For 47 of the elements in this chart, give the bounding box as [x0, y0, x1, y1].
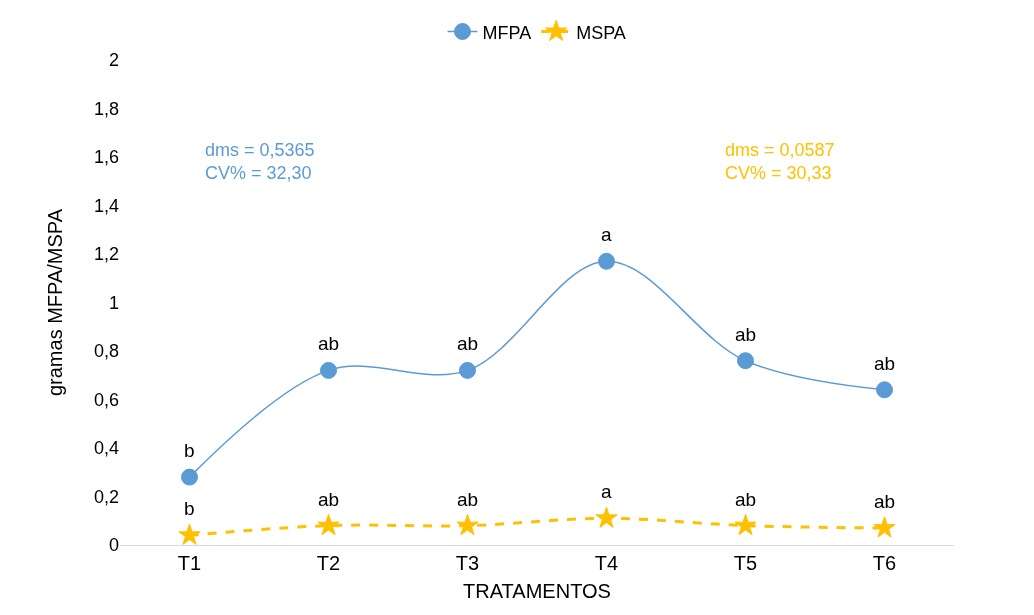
annotation: dms = 0,5365 CV% = 32,30 — [205, 140, 315, 184]
point — [181, 468, 198, 486]
annotation: ab — [457, 333, 479, 354]
annotation: b — [184, 498, 195, 519]
point — [456, 513, 479, 536]
x-tick-label: T4 — [594, 552, 619, 574]
annotation: ab — [735, 324, 757, 345]
x-tick-label: T1 — [177, 552, 202, 574]
point — [737, 352, 754, 370]
point — [734, 513, 757, 536]
annotation: a — [601, 224, 612, 245]
x-tick-label: T3 — [455, 552, 480, 574]
point — [873, 516, 896, 538]
point — [876, 381, 893, 399]
point — [320, 361, 337, 379]
annotation: ab — [457, 489, 479, 510]
y-tick-label: 2 — [108, 50, 119, 71]
y-tick-label: 0 — [108, 535, 119, 556]
annotation: ab — [318, 489, 340, 510]
point — [595, 506, 618, 528]
legend-label: MSPA — [576, 22, 626, 43]
x-tick-label: T2 — [316, 552, 341, 574]
x-axis-title: TRATAMENTOS — [463, 579, 611, 602]
y-tick-label: 1 — [108, 292, 119, 313]
y-tick-label: 0,8 — [93, 341, 119, 362]
annotation: ab — [874, 491, 896, 512]
annotation: dms = 0,0587 CV% = 30,33 — [725, 140, 835, 184]
annotation: ab — [874, 353, 896, 374]
point — [459, 361, 476, 379]
point — [178, 523, 201, 545]
y-tick-label: 1,8 — [93, 98, 119, 119]
annotation: b — [184, 440, 195, 461]
y-tick-label: 1,2 — [93, 244, 119, 265]
point — [598, 252, 615, 270]
y-tick-label: 0,4 — [93, 438, 119, 459]
y-axis-title: gramas MFPA/MSPA — [44, 208, 67, 397]
annotation: ab — [318, 333, 340, 354]
x-tick-label: T6 — [872, 552, 897, 574]
x-tick-label: T5 — [733, 552, 758, 574]
y-tick-label: 0,2 — [93, 486, 119, 507]
point — [317, 513, 340, 536]
y-tick-label: 0,6 — [93, 389, 119, 410]
legend-label: MFPA — [482, 22, 532, 43]
annotation: ab — [735, 489, 757, 510]
annotation: a — [601, 481, 612, 502]
y-tick-label: 1,4 — [93, 195, 119, 216]
y-tick-label: 1,6 — [93, 147, 119, 168]
